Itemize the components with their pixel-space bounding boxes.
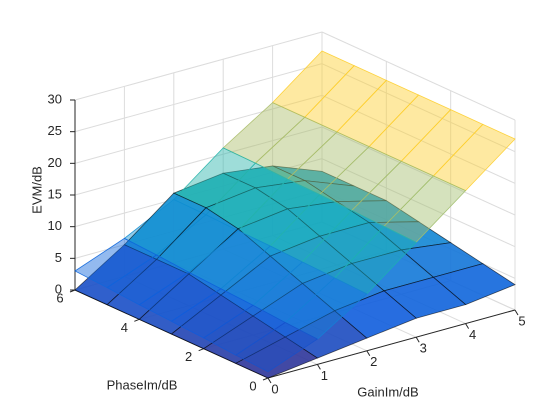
x-tick-label: 2	[370, 354, 377, 369]
grid-line	[321, 31, 516, 121]
z-tick-label: 15	[48, 186, 62, 201]
y-axis-label: PhaseIm/dB	[107, 377, 178, 392]
z-tick-label: 5	[55, 250, 62, 265]
z-tick-label: 20	[48, 155, 62, 170]
z-tick-label: 30	[48, 91, 62, 106]
x-tick-label: 0	[271, 381, 278, 396]
y-tick	[262, 377, 269, 381]
y-tick-label: 6	[56, 290, 63, 305]
y-tick-label: 0	[249, 378, 256, 393]
grid-line	[74, 31, 323, 101]
z-axis-label: EVM/dB	[29, 166, 44, 214]
surface-face	[234, 336, 319, 379]
z-tick-label: 10	[48, 218, 62, 233]
x-tick-label: 5	[518, 313, 525, 328]
z-tick-label: 0	[55, 281, 62, 296]
x-tick	[514, 309, 519, 316]
x-tick-label: 1	[321, 368, 328, 383]
y-tick-label: 2	[185, 349, 192, 364]
x-axis-label: GainIm/dB	[357, 384, 418, 399]
x-tick	[465, 323, 470, 329]
grid-line	[321, 94, 516, 184]
x-tick	[366, 350, 371, 357]
x-tick-label: 3	[420, 341, 427, 356]
x-tick	[316, 364, 321, 370]
grid-line	[321, 63, 516, 153]
grid-line	[321, 158, 516, 248]
y-tick	[198, 348, 204, 352]
x-tick	[267, 377, 272, 384]
x-tick	[415, 336, 420, 343]
grid-line	[74, 126, 323, 196]
surface-face	[235, 322, 319, 373]
y-tick	[134, 318, 140, 322]
y-tick-label: 4	[121, 320, 128, 335]
x-tick-label: 4	[469, 327, 476, 342]
grid-line	[74, 63, 323, 133]
grid-line	[321, 126, 516, 216]
z-tick-label: 25	[48, 123, 62, 138]
